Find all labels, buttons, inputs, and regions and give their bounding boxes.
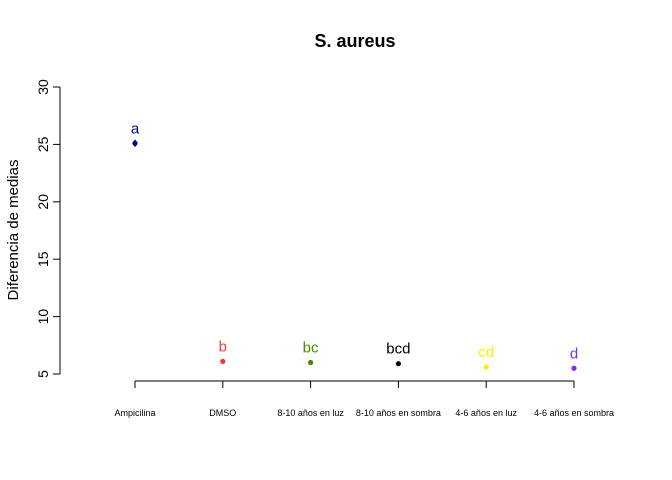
data-point <box>132 140 138 146</box>
significance-letter: bc <box>303 340 319 357</box>
y-tick-label: 10 <box>35 309 51 325</box>
x-axis: Ampicilina DMSO 8-10 años en luz 8-10 años … <box>114 380 614 418</box>
y-axis-label: Diferencia de medias <box>5 160 22 301</box>
x-tick-label: 8-10 años en sombra <box>356 408 441 418</box>
x-tick-label: Ampicilina <box>114 408 155 418</box>
x-tick-label: 8-10 años en luz <box>277 408 344 418</box>
y-tick-label: 20 <box>35 194 51 210</box>
data-point <box>308 359 314 366</box>
data-point <box>220 358 226 364</box>
significance-letter: d <box>570 345 578 362</box>
y-tick-label: 30 <box>35 79 51 95</box>
significance-letter: b <box>219 338 227 355</box>
y-tick-label: 5 <box>35 370 51 378</box>
y-tick-label: 25 <box>35 136 51 152</box>
significance-letter: a <box>131 120 140 137</box>
data-point <box>483 364 489 370</box>
y-tick-label: 15 <box>35 251 51 267</box>
data-points: a b bc bcd cd d <box>131 120 578 371</box>
significance-letter: cd <box>478 344 494 361</box>
x-tick-label: 4-6 años en luz <box>455 408 517 418</box>
data-point <box>395 361 401 367</box>
significance-letter: bcd <box>386 341 410 358</box>
x-tick-label: DMSO <box>209 408 236 418</box>
y-axis: 5 10 15 20 25 30 <box>35 79 61 378</box>
chart-title: S. aureus <box>314 31 395 51</box>
x-tick-label: 4-6 años en sombra <box>534 408 614 418</box>
data-point <box>571 365 577 371</box>
